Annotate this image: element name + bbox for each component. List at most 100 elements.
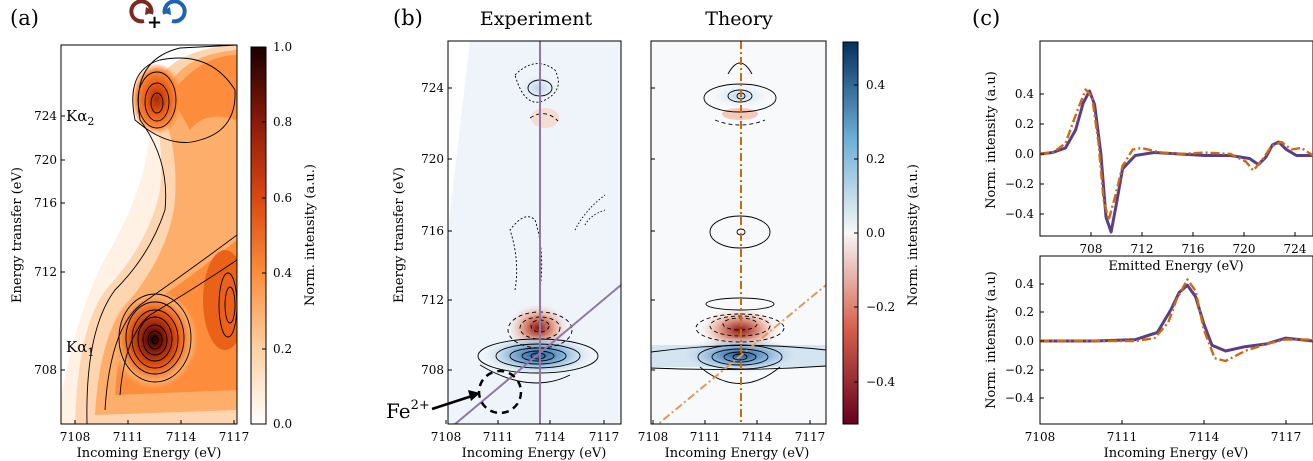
heatmap-theory xyxy=(651,41,826,424)
svg-text:708: 708 xyxy=(421,363,444,377)
y-axis-label-c-bottom: Norm. intensity (a.u) xyxy=(984,271,999,409)
svg-text:0.2: 0.2 xyxy=(273,342,292,356)
colorbar-ticks-b: 0.4 0.2 0.0 −0.2 −0.4 xyxy=(854,78,896,389)
x-axis-label-c-bottom: Incoming Energy (eV) xyxy=(1104,446,1249,461)
x-axis-label-c-top: Emitted Energy (eV) xyxy=(1108,259,1243,274)
ka2-label: Kα2 xyxy=(66,107,94,128)
y-ticks-experiment: 708 712 716 720 724 xyxy=(421,81,655,377)
svg-text:7108: 7108 xyxy=(60,430,91,444)
svg-text:7108: 7108 xyxy=(1025,430,1056,444)
x-ticks-theory: 7108 7111 7114 7117 xyxy=(638,420,826,444)
title-theory: Theory xyxy=(705,8,773,30)
svg-text:−0.4: −0.4 xyxy=(1005,391,1035,405)
panel-b: (b) Experiment Theory xyxy=(386,6,921,461)
colorbar-ticks-a: 0.0 0.2 0.4 0.6 0.8 1.0 xyxy=(262,40,292,431)
svg-text:0.2: 0.2 xyxy=(1015,305,1034,319)
svg-text:7114: 7114 xyxy=(742,430,773,444)
svg-text:7114: 7114 xyxy=(535,430,566,444)
svg-text:0.0: 0.0 xyxy=(273,417,292,431)
plus-sign: + xyxy=(147,12,162,33)
svg-text:7114: 7114 xyxy=(166,430,197,444)
y-axis-label-b: Energy transfer (eV) xyxy=(392,167,407,303)
svg-text:7111: 7111 xyxy=(690,430,721,444)
svg-text:720: 720 xyxy=(421,152,444,166)
ka1-label: Kα1 xyxy=(66,338,94,359)
y-ticks-c-bottom: 0.4 0.2 0.0 −0.2 −0.4 xyxy=(1005,277,1044,405)
svg-text:0.4: 0.4 xyxy=(1015,277,1034,291)
contours-a xyxy=(86,45,237,424)
svg-text:0.4: 0.4 xyxy=(1015,87,1034,101)
x-axis-label-experiment: Incoming Energy (eV) xyxy=(462,446,607,461)
y-axis-label-a: Energy transfer (eV) xyxy=(10,167,25,303)
fe2-annotation: Fe2+ xyxy=(386,398,430,423)
svg-text:716: 716 xyxy=(34,196,57,210)
svg-text:0.2: 0.2 xyxy=(1015,117,1034,131)
c-top-series-experiment-line xyxy=(1039,89,1313,234)
contours-experiment xyxy=(477,63,606,384)
heatmap-a xyxy=(61,45,237,424)
c-bottom-series-theory-line xyxy=(1040,278,1313,363)
svg-text:7117: 7117 xyxy=(795,430,826,444)
svg-text:712: 712 xyxy=(34,265,57,279)
svg-text:0.8: 0.8 xyxy=(273,115,292,129)
svg-text:7111: 7111 xyxy=(483,430,514,444)
panel-label-a: (a) xyxy=(10,6,39,30)
svg-text:7117: 7117 xyxy=(1271,430,1302,444)
svg-text:7117: 7117 xyxy=(589,430,620,444)
svg-text:724: 724 xyxy=(34,109,57,123)
svg-text:708: 708 xyxy=(34,363,57,377)
svg-text:0.4: 0.4 xyxy=(866,78,885,92)
fe2-circle xyxy=(477,369,523,415)
svg-text:7108: 7108 xyxy=(638,430,669,444)
fe2-arrow xyxy=(431,390,480,411)
plot-c-top-frame xyxy=(1039,40,1313,237)
svg-text:712: 712 xyxy=(1131,242,1154,256)
panel-c: (c) 0.4 0.2 0.0 −0.2 −0.4 708 712 716 72… xyxy=(972,6,1313,461)
svg-text:7114: 7114 xyxy=(1189,430,1220,444)
heatmap-ka2-band xyxy=(170,55,237,130)
panel-label-c: (c) xyxy=(972,6,1000,30)
svg-text:7108: 7108 xyxy=(431,430,462,444)
x-axis-label-a: Incoming Energy (eV) xyxy=(77,446,222,461)
svg-text:−0.4: −0.4 xyxy=(866,375,896,389)
side-lobe xyxy=(203,250,237,350)
svg-text:720: 720 xyxy=(34,153,57,167)
svg-text:−0.2: −0.2 xyxy=(1005,177,1034,191)
svg-text:0.0: 0.0 xyxy=(1015,334,1034,348)
x-ticks-a: 7108 7111 7114 7117 xyxy=(60,420,250,444)
panel-label-b: (b) xyxy=(393,6,423,30)
ka2-peak xyxy=(131,63,183,135)
heatmap-experiment xyxy=(448,41,621,424)
x-ticks-experiment: 7108 7111 7114 7117 xyxy=(431,420,620,444)
colorbar-a xyxy=(250,46,267,425)
svg-text:7111: 7111 xyxy=(113,430,144,444)
svg-text:724: 724 xyxy=(421,81,444,95)
x-axis-label-theory: Incoming Energy (eV) xyxy=(665,446,810,461)
svg-text:−0.2: −0.2 xyxy=(866,300,895,314)
svg-text:−0.2: −0.2 xyxy=(1005,363,1034,377)
svg-text:0.0: 0.0 xyxy=(1015,147,1034,161)
colorbar-label-b: Norm. intensity (a.u.) xyxy=(906,164,921,306)
c-bottom-series-experiment-line xyxy=(1040,283,1313,353)
panel-a: (a) + xyxy=(10,0,318,461)
plot-c-top xyxy=(1039,88,1313,234)
c-top-series-theory-line xyxy=(1039,88,1313,222)
svg-text:724: 724 xyxy=(1284,242,1307,256)
x-ticks-c-top: 708 712 716 720 724 xyxy=(1080,232,1307,256)
y-axis-label-c-top: Norm. intensity (a.u) xyxy=(984,71,999,209)
svg-text:720: 720 xyxy=(1233,242,1256,256)
plot-c-bottom xyxy=(1040,278,1313,363)
y-ticks-c-top: 0.4 0.2 0.0 −0.2 −0.4 xyxy=(1005,87,1044,221)
x-ticks-c-bottom: 7108 7111 7114 7117 xyxy=(1025,420,1302,444)
ka1-peak xyxy=(110,289,198,389)
title-experiment: Experiment xyxy=(480,8,593,30)
svg-text:0.6: 0.6 xyxy=(273,191,292,205)
diagonal-cut-line-theory xyxy=(656,284,826,424)
colorbar-label-a: Norm. intensity (a.u.) xyxy=(303,164,318,306)
clockwise-arrow-icon xyxy=(162,0,187,24)
svg-text:0.2: 0.2 xyxy=(866,152,885,166)
svg-text:7117: 7117 xyxy=(219,430,250,444)
svg-text:712: 712 xyxy=(421,293,444,307)
diagonal-cut-line-exp xyxy=(453,284,621,424)
